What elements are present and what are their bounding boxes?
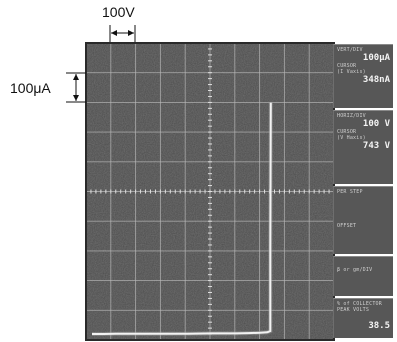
beta-gm-label: β or gm/DIV: [337, 267, 373, 273]
readout-step: PER STEP OFFSET: [333, 186, 393, 254]
vert-div-value: 100μA: [362, 53, 390, 63]
horiz-div-value: 100 V: [362, 119, 390, 129]
horiz-cursor-value: 743 V: [362, 141, 390, 151]
readout-beta: β or gm/DIV: [333, 256, 393, 296]
trace-line: [92, 102, 272, 335]
readout-horizontal: HORIZ/DIV 100 V CURSOR (V Haxis) 743 V: [333, 110, 393, 184]
trace: [92, 102, 273, 336]
y-scale-label: 100μA: [10, 80, 51, 96]
y-scale-indicator: [66, 72, 86, 103]
horiz-cursor-label: CURSOR: [337, 129, 357, 135]
graticule: [85, 42, 335, 341]
collector-peak-value: 38.5: [368, 321, 390, 331]
x-scale-indicator: [109, 25, 136, 42]
offset-label: OFFSET: [337, 223, 357, 229]
vert-cursor-value: 348nA: [362, 75, 390, 85]
per-step-label: PER STEP: [337, 189, 363, 195]
horiz-div-label: HORIZ/DIV: [337, 113, 366, 119]
collector-peak-label: % of COLLECTOR PEAK VOLTS: [337, 301, 382, 313]
readout-vertical: VERT/DIV 100μA CURSOR (I Vaxis) 348nA: [333, 44, 393, 108]
vert-cursor-label: CURSOR: [337, 63, 357, 69]
vert-div-label: VERT/DIV: [337, 47, 363, 53]
x-scale-label: 100V: [102, 4, 135, 20]
readout-collector: % of COLLECTOR PEAK VOLTS 38.5: [333, 298, 393, 338]
vert-cursor-sub: (I Vaxis): [337, 69, 366, 75]
horiz-cursor-sub: (V Haxis): [337, 135, 366, 141]
